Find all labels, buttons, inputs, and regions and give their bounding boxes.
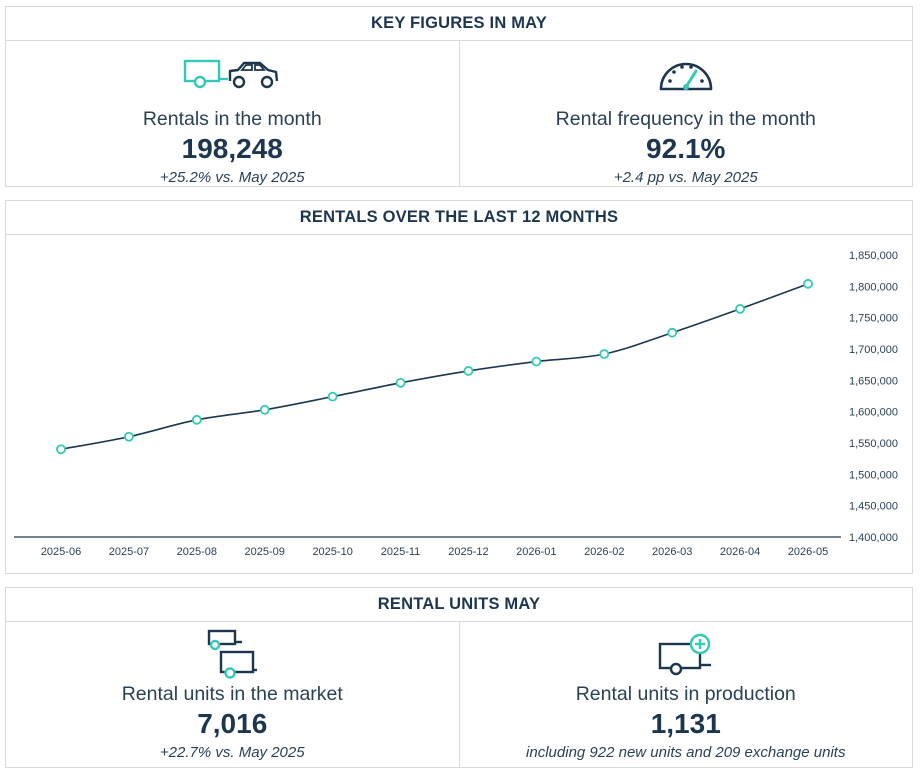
data-point (599, 349, 610, 359)
data-point (463, 366, 474, 376)
y-tick-label: 1,450,000 (849, 501, 898, 513)
units-title: RENTAL UNITS MAY (6, 588, 912, 622)
x-tick-label: 2025-09 (245, 546, 285, 558)
frequency-label: Rental frequency in the month (555, 108, 816, 130)
production-value: 1,131 (650, 708, 721, 739)
y-tick-label: 1,650,000 (849, 375, 898, 387)
x-tick-label: 2026-02 (584, 546, 624, 558)
x-tick-label: 2026-01 (516, 546, 556, 558)
series-line (60, 283, 809, 451)
y-tick-label: 1,550,000 (849, 438, 898, 450)
rentals-value: 198,248 (181, 133, 283, 164)
data-point (667, 327, 678, 338)
y-tick-label: 1,400,000 (849, 532, 898, 544)
y-tick-label: 1,500,000 (849, 469, 898, 481)
x-tick-label: 2026-05 (788, 546, 828, 558)
x-tick-label: 2025-12 (448, 546, 488, 558)
y-tick-label: 1,750,000 (849, 313, 898, 325)
units-panel: RENTAL UNITS MAY Rental units in the mar… (5, 587, 913, 768)
data-point (259, 404, 270, 415)
x-tick-label: 2025-06 (41, 546, 81, 558)
market-label: Rental units in the market (121, 683, 343, 705)
data-point (327, 391, 338, 402)
x-tick-label: 2025-11 (381, 546, 421, 558)
data-point (191, 414, 202, 425)
y-tick-label: 1,700,000 (849, 344, 898, 356)
x-tick-label: 2026-03 (652, 546, 692, 558)
x-tick-label: 2025-08 (177, 546, 217, 558)
key-figures-panel: KEY FIGURES IN MAY Rentals in the month … (5, 6, 913, 187)
data-point (56, 444, 66, 455)
production-card: Rental units in production 1,131 includi… (458, 622, 913, 767)
chart-title: RENTALS OVER THE LAST 12 MONTHS (6, 201, 912, 235)
x-tick-label: 2026-04 (720, 546, 760, 558)
production-label: Rental units in production (575, 683, 796, 705)
rentals-change: +25.2% vs. May 2025 (159, 169, 305, 186)
y-tick-label: 1,850,000 (849, 250, 898, 262)
trailer-and-car-icon (184, 59, 279, 89)
frequency-card: Rental frequency in the month 92.1% +2.4… (458, 41, 913, 186)
y-tick-label: 1,800,000 (849, 281, 898, 293)
data-point (124, 431, 134, 442)
y-tick-label: 1,600,000 (849, 407, 898, 419)
data-point (395, 377, 406, 388)
market-card: Rental units in the market 7,016 +22.7% … (6, 622, 459, 767)
rentals-card: Rentals in the month 198,248 +25.2% vs. … (6, 41, 459, 186)
market-change: +22.7% vs. May 2025 (159, 744, 305, 761)
data-point (803, 278, 813, 289)
data-point (735, 303, 745, 314)
x-tick-label: 2025-10 (312, 546, 352, 558)
production-detail: including 922 new units and 209 exchange… (526, 744, 846, 761)
trailer-plus-icon (658, 633, 711, 676)
data-point (531, 356, 542, 367)
frequency-value: 92.1% (646, 133, 726, 164)
x-tick-label: 2025-07 (109, 546, 149, 558)
key-figures-title: KEY FIGURES IN MAY (6, 7, 912, 41)
rentals-label: Rentals in the month (142, 108, 322, 130)
rentals-line-chart: 1,850,000 1,800,000 1,750,000 1,700,000 1,65… (14, 250, 898, 558)
chart-panel: RENTALS OVER THE LAST 12 MONTHS 1,850,00… (5, 200, 913, 574)
frequency-change: +2.4 pp vs. May 2025 (613, 169, 758, 186)
market-value: 7,016 (197, 708, 268, 739)
stacked-trailers-icon (208, 629, 258, 679)
speedometer-icon (659, 62, 713, 91)
